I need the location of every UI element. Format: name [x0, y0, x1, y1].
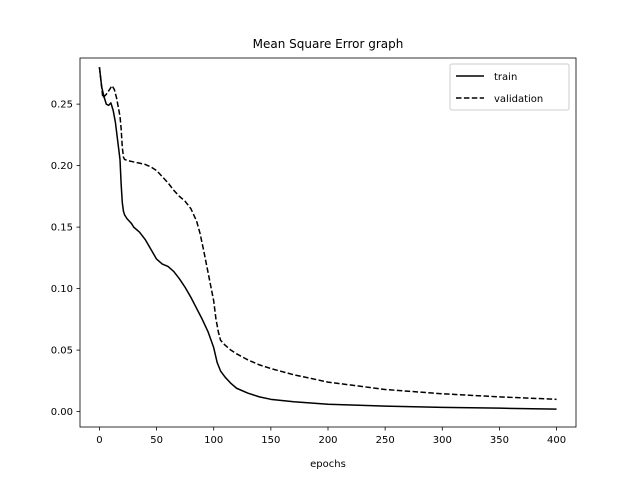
- x-tick-label: 200: [318, 435, 337, 446]
- chart-title: Mean Square Error graph: [253, 37, 404, 51]
- legend: train validation: [449, 63, 570, 111]
- y-tick-label: 0.00: [51, 407, 73, 418]
- x-tick-label: 150: [261, 435, 280, 446]
- x-tick-label: 300: [433, 435, 452, 446]
- series-line-validation: [98, 67, 557, 401]
- legend-label-train: train: [494, 72, 517, 83]
- y-axis-ticks: 0.00 0.05 0.10 0.15 0.20 0.25: [51, 100, 80, 418]
- x-axis-label: epochs: [310, 459, 346, 470]
- x-tick-label: 250: [376, 435, 395, 446]
- y-tick-label: 0.15: [51, 223, 73, 234]
- x-tick-label: 350: [490, 435, 509, 446]
- series-line-train: [98, 67, 557, 410]
- legend-label-validation: validation: [494, 94, 543, 105]
- x-tick-label: 0: [96, 435, 102, 446]
- x-tick-label: 100: [204, 435, 223, 446]
- x-tick-label: 400: [547, 435, 566, 446]
- x-axis-ticks: 0 50 100 150 200 250 300 350 400: [96, 427, 566, 446]
- y-tick-label: 0.10: [51, 284, 73, 295]
- y-tick-label: 0.25: [51, 100, 73, 111]
- x-tick-label: 50: [150, 435, 163, 446]
- y-tick-label: 0.05: [51, 346, 73, 357]
- y-tick-label: 0.20: [51, 161, 73, 172]
